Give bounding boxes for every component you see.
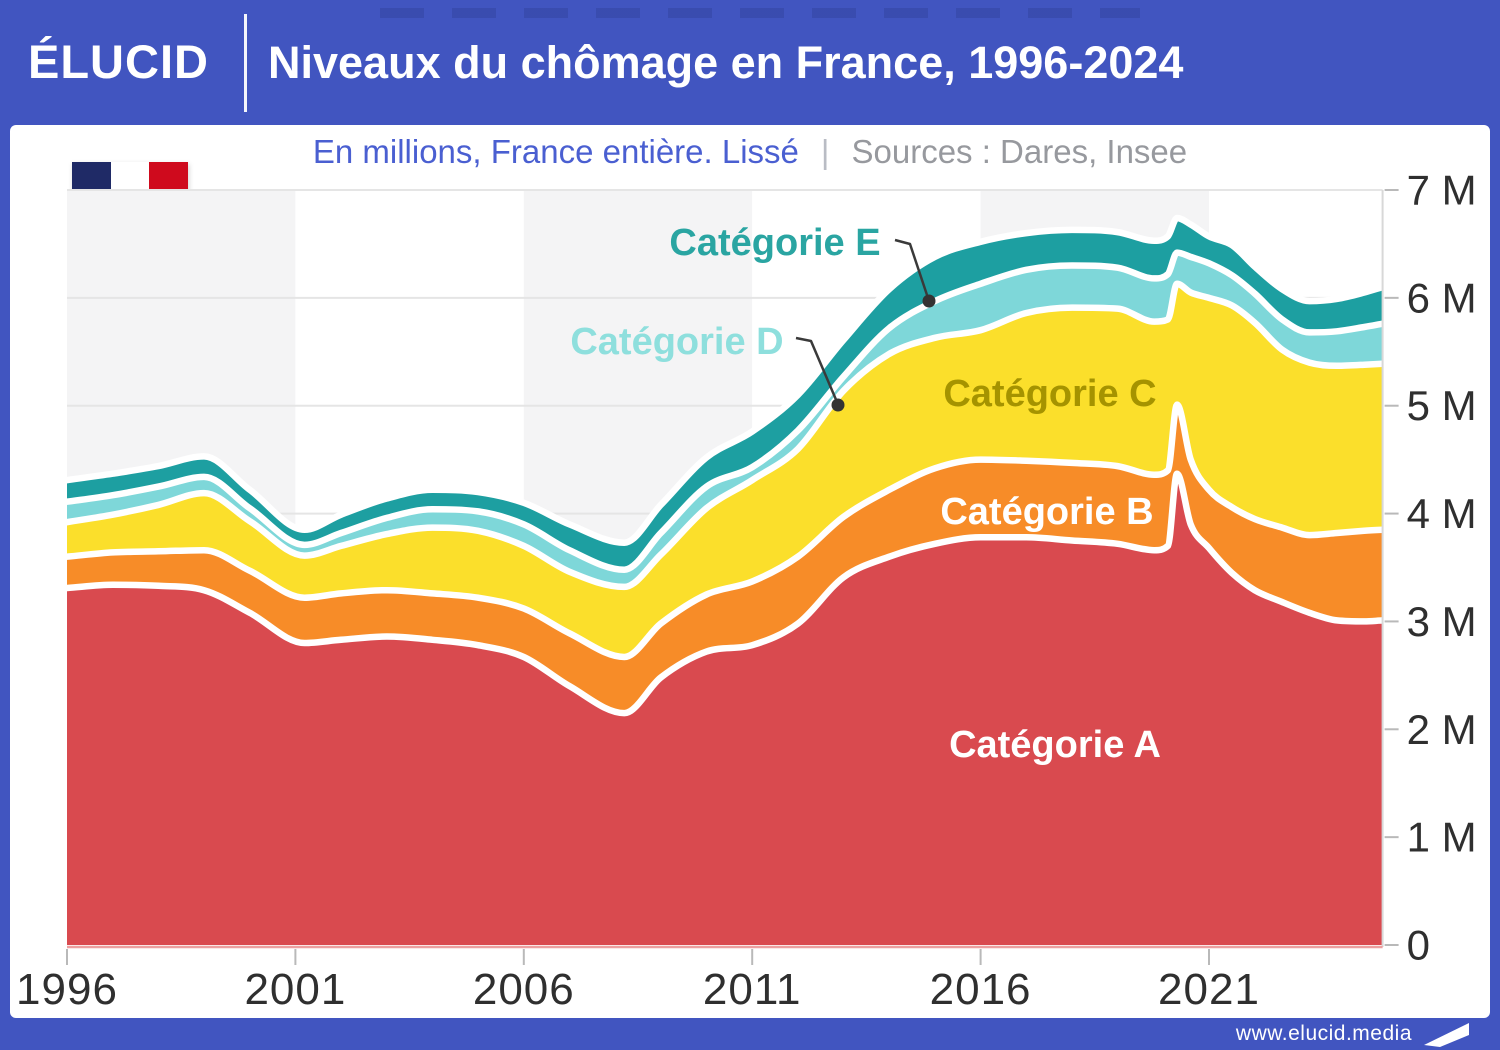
chart-subtitle: En millions, France entière. Lissé | Sourc… bbox=[0, 133, 1500, 171]
x-tick-label: 1996 bbox=[16, 965, 118, 1014]
elucid-pennant-icon bbox=[1424, 1023, 1469, 1047]
label-Catégorie B: Catégorie B bbox=[940, 491, 1153, 533]
y-tick-label: 2 M bbox=[1407, 706, 1477, 753]
x-tick-label: 2021 bbox=[1158, 965, 1260, 1014]
footer: www.elucid.media bbox=[0, 1018, 1500, 1050]
y-tick-label: 6 M bbox=[1407, 274, 1477, 321]
x-tick-label: 2016 bbox=[930, 965, 1032, 1014]
label-Catégorie D: Catégorie D bbox=[570, 321, 783, 363]
y-tick-label: 1 M bbox=[1407, 814, 1477, 861]
header-divider bbox=[244, 14, 247, 112]
x-tick-label: 2006 bbox=[473, 965, 575, 1014]
y-tick-label: 4 M bbox=[1407, 490, 1477, 537]
header-watermark bbox=[380, 8, 1140, 18]
y-tick-label: 3 M bbox=[1407, 598, 1477, 645]
subtitle-separator: | bbox=[820, 133, 830, 170]
elucid-logo: ÉLUCID bbox=[28, 35, 209, 88]
area-Catégorie A bbox=[67, 473, 1383, 945]
y-tick-label: 5 M bbox=[1407, 382, 1477, 429]
y-tick-label: 0 bbox=[1407, 922, 1430, 969]
subtitle-units: En millions, France entière. Lissé bbox=[312, 133, 799, 170]
page-title: Niveaux du chômage en France, 1996-2024 bbox=[268, 36, 1184, 88]
subtitle-sources: Sources : Dares, Insee bbox=[851, 133, 1188, 170]
axes: 0 1 M 2 M 3 M 4 M 5 M 6 M 7 M 1996 2001 2006 2011 20… bbox=[16, 167, 1477, 1014]
label-Catégorie A: Catégorie A bbox=[949, 724, 1161, 766]
x-tick-label: 2001 bbox=[244, 965, 346, 1014]
header: ÉLUCID Niveaux du chômage en France, 199… bbox=[0, 0, 1500, 125]
footer-url: www.elucid.media bbox=[1235, 1022, 1412, 1045]
stacked-areas bbox=[67, 214, 1383, 946]
y-tick-label: 7 M bbox=[1407, 167, 1477, 214]
label-Catégorie C: Catégorie C bbox=[943, 373, 1156, 415]
label-Catégorie E: Catégorie E bbox=[669, 222, 880, 264]
x-tick-label: 2011 bbox=[703, 965, 802, 1014]
category-labels: Catégorie E Catégorie D Catégorie C Catégor… bbox=[570, 222, 1161, 766]
